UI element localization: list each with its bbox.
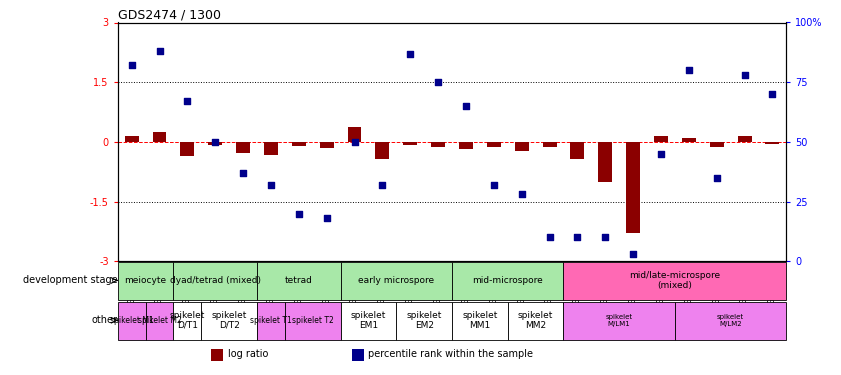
Bar [459,142,473,149]
Point [264,182,278,188]
Bar [124,136,139,142]
Text: spikelet T1: spikelet T1 [250,316,292,325]
Text: spikelet
M/LM2: spikelet M/LM2 [717,314,744,327]
Bar [375,142,389,159]
Bar [563,302,674,340]
Point [765,91,779,97]
Point [181,98,194,104]
Text: spikelet
MM2: spikelet MM2 [518,310,553,330]
Bar [341,302,396,340]
Text: log ratio: log ratio [228,349,268,359]
Bar [674,302,786,340]
Bar [257,262,341,300]
Point [487,182,500,188]
Text: spikelet
EM2: spikelet EM2 [406,310,442,330]
Point [459,103,473,109]
Text: mid-microspore: mid-microspore [473,276,543,285]
Bar [452,262,563,300]
Text: spikelet
D/T1: spikelet D/T1 [170,310,205,330]
Bar [181,142,194,156]
Bar [152,132,167,142]
Point [515,192,528,198]
Bar [118,262,173,300]
Bar [738,136,752,142]
Text: spikelet
MM1: spikelet MM1 [463,310,498,330]
Bar [452,302,508,340]
Bar [347,127,362,142]
Bar [320,142,334,148]
Point [153,48,167,54]
Point [542,234,556,240]
Text: percentile rank within the sample: percentile rank within the sample [368,349,533,359]
Text: mid/late-microspore
(mixed): mid/late-microspore (mixed) [629,271,721,290]
Point [738,72,751,78]
Text: development stage: development stage [23,276,118,285]
Bar [209,142,222,145]
Point [348,139,362,145]
Bar [508,302,563,340]
Bar [542,142,557,147]
Point [627,251,640,257]
Bar [487,142,500,147]
Bar [431,142,445,147]
Bar [292,142,306,146]
Text: spikelet
D/T2: spikelet D/T2 [211,310,247,330]
Point [710,175,723,181]
Bar [285,302,341,340]
Point [599,234,612,240]
Bar [396,302,452,340]
Point [682,67,696,73]
Bar [563,262,786,300]
Text: spikelet M1: spikelet M1 [110,316,154,325]
Point [404,51,417,57]
Text: spikelet T2: spikelet T2 [292,316,334,325]
Bar [404,142,417,145]
Bar [211,349,224,361]
Point [654,151,668,157]
Bar [570,142,584,159]
Text: dyad/tetrad (mixed): dyad/tetrad (mixed) [170,276,261,285]
Bar [682,138,696,142]
Text: spikelet
EM1: spikelet EM1 [351,310,386,330]
Bar [765,142,780,144]
Bar [352,349,364,361]
Point [292,211,305,217]
Point [209,139,222,145]
Bar [598,142,612,182]
Text: other: other [92,315,118,325]
Bar [201,302,257,340]
Bar [341,262,452,300]
Bar [515,142,529,151]
Point [236,170,250,176]
Bar [257,302,285,340]
Bar [654,136,668,142]
Bar [236,142,250,153]
Bar [118,302,145,340]
Text: GDS2474 / 1300: GDS2474 / 1300 [118,8,220,21]
Bar [173,262,257,300]
Bar [173,302,201,340]
Bar [264,142,278,154]
Point [376,182,389,188]
Text: spikelet
M/LM1: spikelet M/LM1 [606,314,632,327]
Point [125,63,139,69]
Bar [627,142,640,234]
Point [431,79,445,85]
Point [320,215,333,221]
Bar [145,302,173,340]
Point [571,234,584,240]
Text: tetrad: tetrad [285,276,313,285]
Bar [710,142,723,147]
Text: early microspore: early microspore [358,276,435,285]
Text: spikelet M2: spikelet M2 [138,316,182,325]
Text: meiocyte: meiocyte [124,276,167,285]
